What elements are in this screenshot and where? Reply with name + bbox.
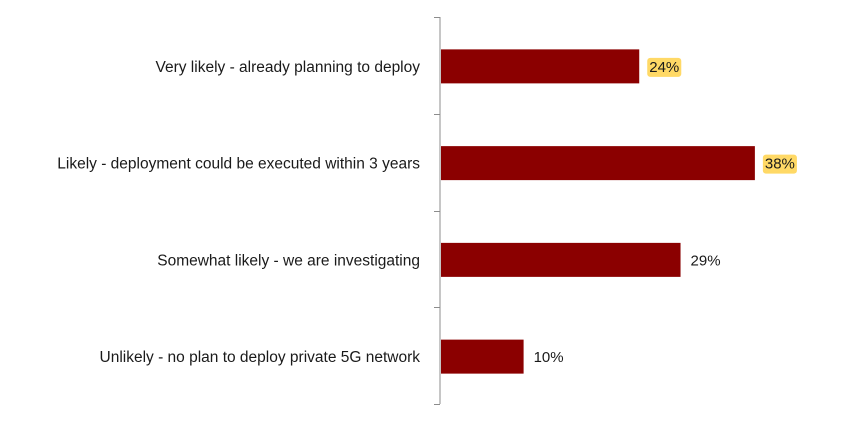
data-label-highlight — [762, 154, 797, 174]
label-layer: Very likely - already planning to deploy… — [57, 57, 797, 366]
category-label: Somewhat likely - we are investigating — [157, 252, 420, 269]
data-label: 24% — [649, 59, 679, 76]
bar — [441, 242, 681, 277]
bar — [441, 339, 524, 374]
bar — [441, 146, 755, 181]
data-label: 29% — [691, 252, 721, 269]
category-label: Very likely - already planning to deploy — [155, 59, 420, 76]
bar-layer — [441, 49, 755, 374]
bar — [441, 49, 640, 84]
axis-layer — [434, 17, 441, 405]
category-label: Unlikely - no plan to deploy private 5G … — [100, 349, 421, 366]
data-label-highlight — [647, 57, 682, 77]
data-label: 38% — [765, 156, 795, 173]
data-label: 10% — [534, 349, 564, 366]
category-label: Likely - deployment could be executed wi… — [57, 156, 420, 173]
